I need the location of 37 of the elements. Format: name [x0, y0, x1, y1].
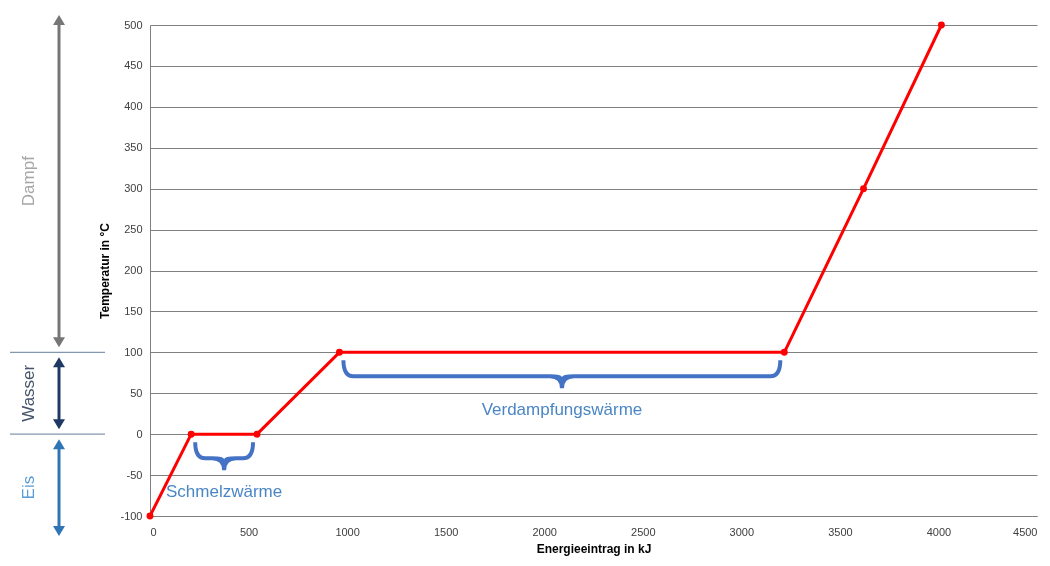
y-tick-label: 300	[124, 182, 143, 195]
point	[780, 348, 788, 356]
y-tick-label: 500	[124, 18, 143, 31]
point	[937, 21, 945, 29]
y-tick-label: 0	[136, 427, 143, 440]
x-tick-label: 1500	[433, 525, 459, 538]
x-tick-label: 2000	[532, 525, 557, 538]
x-tick-label: 3500	[828, 525, 853, 538]
y-axis-title: Temperatur in °C	[98, 222, 113, 319]
point	[146, 512, 154, 520]
x-tick-label: 3000	[729, 525, 755, 538]
x-tick-label: 4500	[1013, 525, 1038, 538]
y-tick-label: -50	[126, 468, 143, 481]
y-tick-label: 200	[124, 264, 143, 276]
point	[860, 185, 868, 193]
point	[335, 348, 343, 356]
y-tick-label: 400	[124, 100, 143, 113]
x-tick-label: 500	[239, 525, 259, 538]
y-tick-label: 350	[124, 141, 143, 154]
text: Eis	[19, 475, 39, 500]
annotation: Schmelzwärme	[166, 482, 283, 502]
y-tick-label: 100	[124, 345, 143, 358]
y-tick-label: 50	[130, 386, 143, 399]
annotation: Verdampfungswärme	[481, 400, 643, 420]
y-tick-label: 250	[124, 223, 143, 236]
x-tick-label: 0	[150, 525, 157, 538]
text: Dampf	[19, 155, 39, 207]
y-tick-label: 150	[124, 304, 143, 317]
text: Wasser	[19, 364, 39, 422]
x-tick-label: 1000	[335, 525, 360, 538]
x-tick-label: 2500	[631, 525, 656, 538]
y-tick-label: -100	[120, 509, 143, 522]
y-tick-label: 450	[124, 59, 143, 72]
x-axis-title: Energieeintrag in kJ	[536, 541, 652, 556]
point	[187, 430, 195, 438]
x-tick-label: 4000	[926, 525, 952, 538]
point	[253, 430, 261, 438]
